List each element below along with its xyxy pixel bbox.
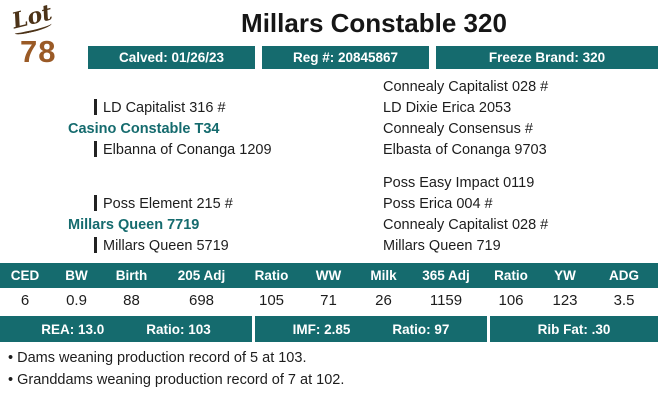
table-value: 26 <box>375 292 392 309</box>
note-line: • Granddams weaning production record of… <box>8 372 345 388</box>
sire-sire-name: LD Capitalist 316 # <box>103 100 226 116</box>
sire-ancestor: Elbasta of Conanga 9703 <box>383 142 547 158</box>
imf-ratio: Ratio: 97 <box>392 321 450 337</box>
column-header: BW <box>65 268 88 283</box>
table-value: 3.5 <box>613 292 635 309</box>
sire-name: Casino Constable T34 <box>68 121 220 137</box>
pedigree-dam-group: Poss Element 215 # Millars Queen 7719 Mi… <box>0 173 658 257</box>
production-notes: • Dams weaning production record of 5 at… <box>8 347 650 391</box>
sire-ancestor: Connealy Capitalist 028 # <box>383 79 549 95</box>
dam-name: Millars Queen 7719 <box>68 217 200 233</box>
pedigree-bracket-bar <box>94 98 97 115</box>
performance-table: CED BW Birth 205 Adj Ratio WW Milk 365 A… <box>0 263 658 313</box>
dam-ancestor: Connealy Capitalist 028 # <box>383 217 549 233</box>
dam-ancestor: Poss Easy Impact 0119 <box>383 175 535 191</box>
animal-name-title: Millars Constable 320 <box>241 8 507 38</box>
pedigree-bracket-bar <box>94 194 97 211</box>
table-value: 6 <box>20 292 30 309</box>
pedigree-bracket-bar <box>94 236 97 253</box>
table-value: 88 <box>123 292 140 309</box>
sire-ancestor: Connealy Consensus # <box>383 121 533 137</box>
registration-badge: Reg #: 20845867 <box>262 46 429 69</box>
sire-sire-line: LD Capitalist 316 # <box>0 98 383 119</box>
column-header: WW <box>315 268 342 283</box>
rea-value: REA: 13.0 <box>41 321 105 337</box>
calved-badge: Calved: 01/26/23 <box>88 46 255 69</box>
freeze-brand-badge: Freeze Brand: 320 <box>436 46 658 69</box>
sire-dam-name: Elbanna of Conanga 1209 <box>103 142 272 158</box>
column-header: YW <box>554 268 576 283</box>
table-value: 71 <box>320 292 337 309</box>
column-header: ADG <box>609 268 639 283</box>
column-header: CED <box>10 268 40 283</box>
table-value: 123 <box>552 292 578 309</box>
sire-dam-line: Elbanna of Conanga 1209 <box>0 140 383 161</box>
column-header: 365 Adj <box>422 268 470 283</box>
table-value: 105 <box>258 292 285 309</box>
imf-bar: IMF: 2.85 Ratio: 97 <box>255 316 487 342</box>
table-value: 0.9 <box>66 292 87 309</box>
column-header: Birth <box>115 268 148 283</box>
note-line: • Dams weaning production record of 5 at… <box>8 350 307 366</box>
dam-dam-name: Millars Queen 5719 <box>103 238 229 254</box>
dam-sire-line: Poss Element 215 # <box>0 194 383 215</box>
rea-ratio: Ratio: 103 <box>146 321 211 337</box>
performance-table-values: 6 0.9 88 698 105 71 26 1159 106 123 3.5 <box>0 288 658 313</box>
column-header: Milk <box>370 268 397 283</box>
table-value: 698 <box>188 292 215 309</box>
rea-bar: REA: 13.0 Ratio: 103 <box>0 316 252 342</box>
column-header: 205 Adj <box>177 268 226 283</box>
lot-number: 78 <box>20 34 57 69</box>
table-value: 106 <box>498 292 524 309</box>
dam-ancestor: Poss Erica 004 # <box>383 196 493 212</box>
imf-value: IMF: 2.85 <box>292 321 351 337</box>
table-value: 1159 <box>429 292 463 309</box>
column-header: Ratio <box>494 268 528 283</box>
performance-table-header: CED BW Birth 205 Adj Ratio WW Milk 365 A… <box>0 263 658 288</box>
column-header: Ratio <box>254 268 289 283</box>
dam-sire-name: Poss Element 215 # <box>103 196 233 212</box>
dam-ancestor: Millars Queen 719 <box>383 238 501 254</box>
rib-fat-bar: Rib Fat: .30 <box>490 316 658 342</box>
sire-ancestor: LD Dixie Erica 2053 <box>383 100 512 116</box>
info-badges: Calved: 01/26/23 Reg #: 20845867 Freeze … <box>88 46 658 69</box>
carcass-data-bars: REA: 13.0 Ratio: 103 IMF: 2.85 Ratio: 97… <box>0 316 658 342</box>
rib-fat-value: Rib Fat: .30 <box>537 321 611 337</box>
pedigree-bracket-bar <box>94 140 97 157</box>
lot-block: Lot 78 <box>9 0 82 70</box>
pedigree-sire-group: LD Capitalist 316 # Casino Constable T34… <box>0 77 658 161</box>
dam-dam-line: Millars Queen 5719 <box>0 236 383 257</box>
